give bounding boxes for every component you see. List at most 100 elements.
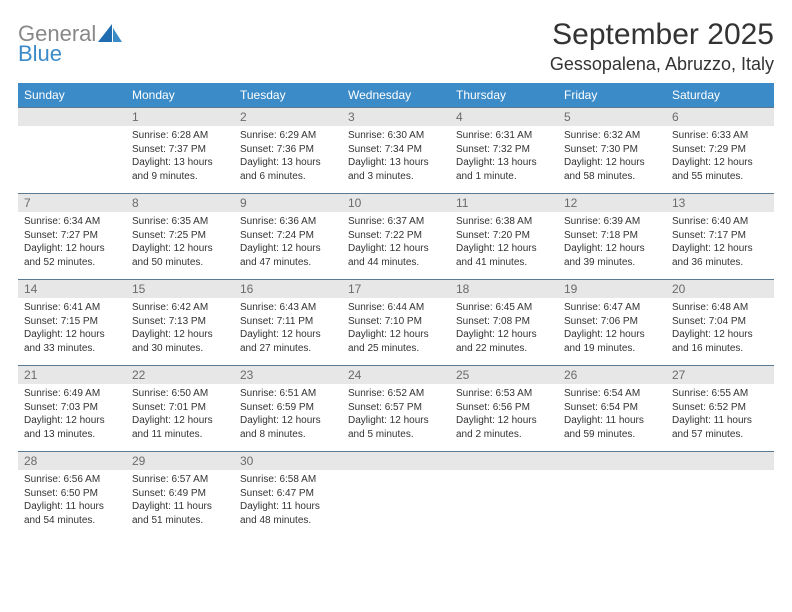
day-number: 5 (558, 108, 666, 126)
cell-body: Sunrise: 6:39 AMSunset: 7:18 PMDaylight:… (558, 212, 666, 273)
sunset-line: Sunset: 7:17 PM (672, 229, 768, 243)
cell-body: Sunrise: 6:57 AMSunset: 6:49 PMDaylight:… (126, 470, 234, 531)
daylight-line: Daylight: 12 hours and 22 minutes. (456, 328, 552, 355)
calendar-cell (666, 452, 774, 538)
sunrise-line: Sunrise: 6:33 AM (672, 129, 768, 143)
daylight-line: Daylight: 12 hours and 13 minutes. (24, 414, 120, 441)
calendar-week-row: 1Sunrise: 6:28 AMSunset: 7:37 PMDaylight… (18, 108, 774, 194)
calendar-cell: 9Sunrise: 6:36 AMSunset: 7:24 PMDaylight… (234, 194, 342, 280)
daylight-line: Daylight: 13 hours and 6 minutes. (240, 156, 336, 183)
day-number: 18 (450, 280, 558, 298)
cell-body: Sunrise: 6:41 AMSunset: 7:15 PMDaylight:… (18, 298, 126, 359)
sunset-line: Sunset: 6:59 PM (240, 401, 336, 415)
calendar-cell (558, 452, 666, 538)
cell-body: Sunrise: 6:30 AMSunset: 7:34 PMDaylight:… (342, 126, 450, 187)
cell-body (342, 470, 450, 520)
day-number: 20 (666, 280, 774, 298)
calendar-cell: 19Sunrise: 6:47 AMSunset: 7:06 PMDayligh… (558, 280, 666, 366)
sunset-line: Sunset: 6:54 PM (564, 401, 660, 415)
daylight-line: Daylight: 13 hours and 1 minute. (456, 156, 552, 183)
sunset-line: Sunset: 7:22 PM (348, 229, 444, 243)
daylight-line: Daylight: 13 hours and 9 minutes. (132, 156, 228, 183)
cell-body: Sunrise: 6:44 AMSunset: 7:10 PMDaylight:… (342, 298, 450, 359)
cell-body: Sunrise: 6:37 AMSunset: 7:22 PMDaylight:… (342, 212, 450, 273)
sunrise-line: Sunrise: 6:42 AM (132, 301, 228, 315)
sunrise-line: Sunrise: 6:56 AM (24, 473, 120, 487)
calendar-cell: 6Sunrise: 6:33 AMSunset: 7:29 PMDaylight… (666, 108, 774, 194)
daylight-line: Daylight: 12 hours and 25 minutes. (348, 328, 444, 355)
daylight-line: Daylight: 12 hours and 33 minutes. (24, 328, 120, 355)
weekday-header: Friday (558, 83, 666, 108)
cell-body: Sunrise: 6:51 AMSunset: 6:59 PMDaylight:… (234, 384, 342, 445)
calendar-cell: 20Sunrise: 6:48 AMSunset: 7:04 PMDayligh… (666, 280, 774, 366)
cell-body (450, 470, 558, 520)
cell-body: Sunrise: 6:58 AMSunset: 6:47 PMDaylight:… (234, 470, 342, 531)
sunset-line: Sunset: 6:52 PM (672, 401, 768, 415)
day-number: 2 (234, 108, 342, 126)
sunset-line: Sunset: 7:36 PM (240, 143, 336, 157)
logo: General Blue (18, 24, 124, 64)
cell-body: Sunrise: 6:38 AMSunset: 7:20 PMDaylight:… (450, 212, 558, 273)
sunrise-line: Sunrise: 6:54 AM (564, 387, 660, 401)
calendar-cell: 13Sunrise: 6:40 AMSunset: 7:17 PMDayligh… (666, 194, 774, 280)
cell-body: Sunrise: 6:43 AMSunset: 7:11 PMDaylight:… (234, 298, 342, 359)
sunset-line: Sunset: 7:25 PM (132, 229, 228, 243)
daylight-line: Daylight: 12 hours and 41 minutes. (456, 242, 552, 269)
calendar-cell: 21Sunrise: 6:49 AMSunset: 7:03 PMDayligh… (18, 366, 126, 452)
sunset-line: Sunset: 7:01 PM (132, 401, 228, 415)
calendar-cell: 2Sunrise: 6:29 AMSunset: 7:36 PMDaylight… (234, 108, 342, 194)
calendar-cell (450, 452, 558, 538)
sunset-line: Sunset: 6:47 PM (240, 487, 336, 501)
cell-body: Sunrise: 6:45 AMSunset: 7:08 PMDaylight:… (450, 298, 558, 359)
cell-body: Sunrise: 6:40 AMSunset: 7:17 PMDaylight:… (666, 212, 774, 273)
daylight-line: Daylight: 12 hours and 19 minutes. (564, 328, 660, 355)
daylight-line: Daylight: 12 hours and 44 minutes. (348, 242, 444, 269)
sunrise-line: Sunrise: 6:36 AM (240, 215, 336, 229)
logo-word2: Blue (18, 41, 62, 66)
sunset-line: Sunset: 6:49 PM (132, 487, 228, 501)
calendar-body: 1Sunrise: 6:28 AMSunset: 7:37 PMDaylight… (18, 108, 774, 538)
sunset-line: Sunset: 7:11 PM (240, 315, 336, 329)
sunrise-line: Sunrise: 6:28 AM (132, 129, 228, 143)
calendar-cell: 11Sunrise: 6:38 AMSunset: 7:20 PMDayligh… (450, 194, 558, 280)
sail-icon (98, 24, 124, 49)
weekday-header: Sunday (18, 83, 126, 108)
daylight-line: Daylight: 11 hours and 51 minutes. (132, 500, 228, 527)
sunset-line: Sunset: 7:27 PM (24, 229, 120, 243)
sunset-line: Sunset: 7:04 PM (672, 315, 768, 329)
day-number: 12 (558, 194, 666, 212)
cell-body: Sunrise: 6:33 AMSunset: 7:29 PMDaylight:… (666, 126, 774, 187)
month-title: September 2025 (550, 18, 774, 52)
cell-body: Sunrise: 6:36 AMSunset: 7:24 PMDaylight:… (234, 212, 342, 273)
calendar-cell: 8Sunrise: 6:35 AMSunset: 7:25 PMDaylight… (126, 194, 234, 280)
sunset-line: Sunset: 6:57 PM (348, 401, 444, 415)
day-number: 22 (126, 366, 234, 384)
day-number: 4 (450, 108, 558, 126)
sunset-line: Sunset: 7:37 PM (132, 143, 228, 157)
sunrise-line: Sunrise: 6:38 AM (456, 215, 552, 229)
calendar-cell: 15Sunrise: 6:42 AMSunset: 7:13 PMDayligh… (126, 280, 234, 366)
weekday-header-row: SundayMondayTuesdayWednesdayThursdayFrid… (18, 83, 774, 108)
sunrise-line: Sunrise: 6:45 AM (456, 301, 552, 315)
cell-body: Sunrise: 6:50 AMSunset: 7:01 PMDaylight:… (126, 384, 234, 445)
calendar-week-row: 21Sunrise: 6:49 AMSunset: 7:03 PMDayligh… (18, 366, 774, 452)
header: General Blue September 2025 Gessopalena,… (18, 18, 774, 75)
sunset-line: Sunset: 7:32 PM (456, 143, 552, 157)
daylight-line: Daylight: 12 hours and 16 minutes. (672, 328, 768, 355)
day-number: 8 (126, 194, 234, 212)
cell-body (666, 470, 774, 520)
sunrise-line: Sunrise: 6:51 AM (240, 387, 336, 401)
calendar-cell: 23Sunrise: 6:51 AMSunset: 6:59 PMDayligh… (234, 366, 342, 452)
cell-body (558, 470, 666, 520)
sunrise-line: Sunrise: 6:57 AM (132, 473, 228, 487)
sunrise-line: Sunrise: 6:58 AM (240, 473, 336, 487)
day-number (342, 452, 450, 470)
day-number: 25 (450, 366, 558, 384)
sunrise-line: Sunrise: 6:32 AM (564, 129, 660, 143)
daylight-line: Daylight: 12 hours and 5 minutes. (348, 414, 444, 441)
sunrise-line: Sunrise: 6:43 AM (240, 301, 336, 315)
daylight-line: Daylight: 11 hours and 48 minutes. (240, 500, 336, 527)
day-number: 1 (126, 108, 234, 126)
calendar-cell: 16Sunrise: 6:43 AMSunset: 7:11 PMDayligh… (234, 280, 342, 366)
sunrise-line: Sunrise: 6:35 AM (132, 215, 228, 229)
